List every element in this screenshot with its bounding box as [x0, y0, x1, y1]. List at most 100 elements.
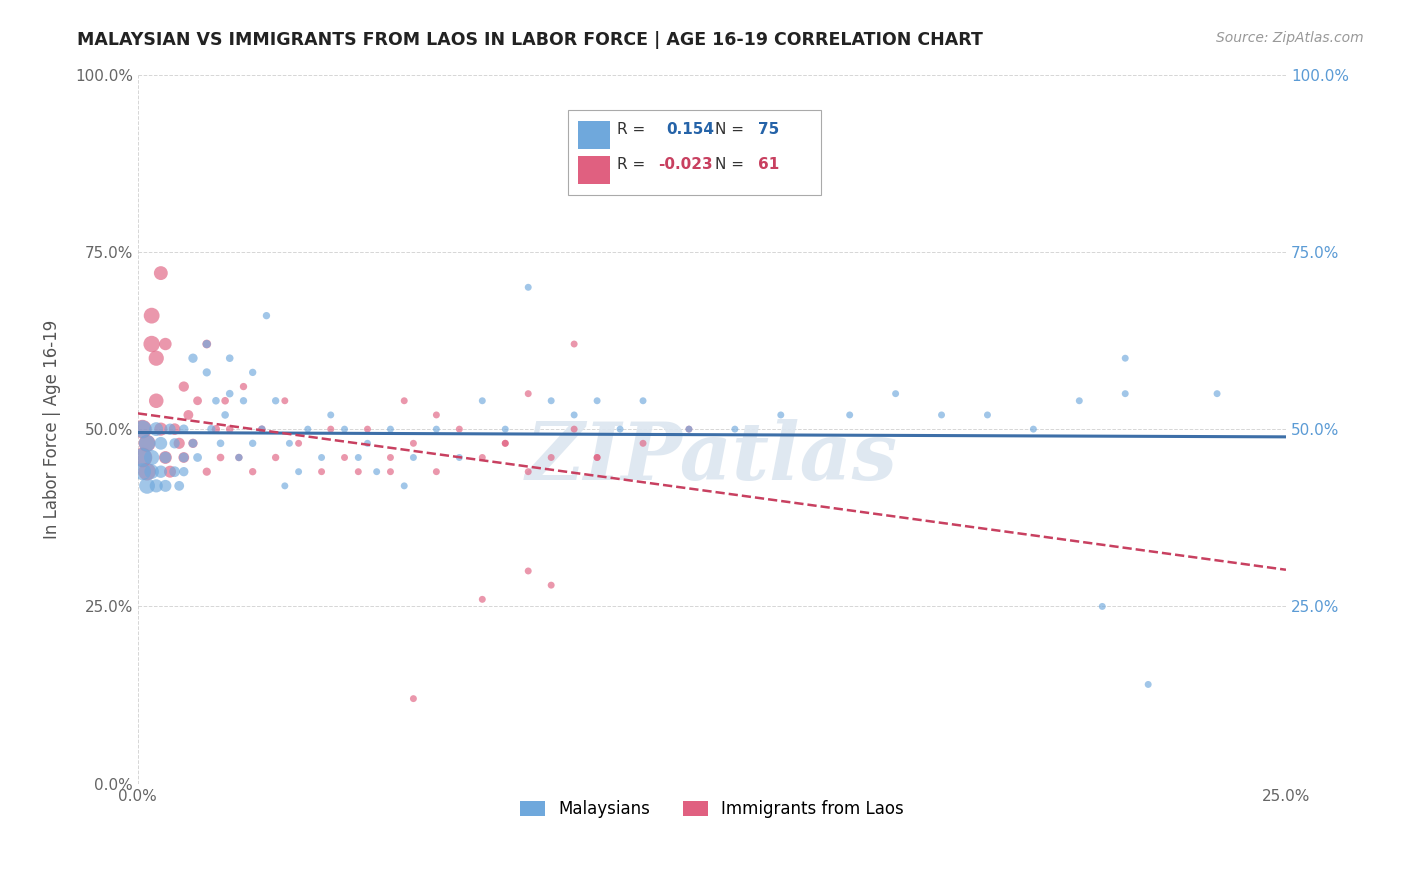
Point — [173, 450, 195, 465]
Point — [205, 393, 228, 408]
Point — [517, 564, 540, 578]
Point — [141, 465, 163, 479]
Point — [319, 408, 342, 422]
Point — [181, 436, 204, 450]
Point — [136, 479, 159, 493]
Point — [145, 422, 167, 436]
Point — [218, 351, 240, 366]
Point — [449, 450, 471, 465]
Point — [256, 309, 278, 323]
Point — [347, 465, 370, 479]
Bar — [578, 156, 610, 185]
Point — [131, 450, 153, 465]
Point — [228, 450, 250, 465]
Point — [1206, 386, 1229, 401]
Point — [173, 450, 195, 465]
Point — [159, 422, 181, 436]
Point — [195, 365, 218, 379]
Point — [471, 450, 494, 465]
Point — [402, 450, 425, 465]
Point — [1137, 677, 1160, 691]
Point — [394, 479, 416, 493]
Point — [131, 465, 153, 479]
Point — [173, 465, 195, 479]
Point — [167, 479, 190, 493]
Point — [145, 393, 167, 408]
Point — [278, 436, 301, 450]
Point — [394, 393, 416, 408]
Point — [232, 379, 254, 393]
Text: 75: 75 — [758, 122, 779, 137]
FancyBboxPatch shape — [568, 110, 821, 195]
Point — [155, 337, 177, 351]
Point — [177, 408, 200, 422]
Point — [155, 479, 177, 493]
Point — [187, 393, 209, 408]
Point — [540, 393, 562, 408]
Point — [214, 393, 236, 408]
Point — [149, 465, 172, 479]
Point — [356, 422, 378, 436]
Point — [209, 436, 232, 450]
Point — [159, 465, 181, 479]
Point — [209, 450, 232, 465]
Text: ZIPatlas: ZIPatlas — [526, 418, 898, 496]
Point — [425, 465, 447, 479]
Point — [218, 422, 240, 436]
Point — [366, 465, 388, 479]
Point — [678, 422, 700, 436]
Point — [141, 309, 163, 323]
Point — [136, 436, 159, 450]
Point — [264, 393, 287, 408]
Point — [163, 436, 186, 450]
Point — [471, 393, 494, 408]
Point — [609, 422, 631, 436]
Point — [838, 408, 860, 422]
Point — [586, 450, 609, 465]
Point — [586, 393, 609, 408]
Point — [141, 337, 163, 351]
Point — [141, 450, 163, 465]
Point — [187, 450, 209, 465]
Point — [380, 465, 402, 479]
Point — [311, 450, 333, 465]
Point — [724, 422, 747, 436]
Point — [347, 450, 370, 465]
Point — [242, 465, 264, 479]
Point — [976, 408, 998, 422]
Point — [200, 422, 222, 436]
Point — [287, 465, 309, 479]
Text: N =: N = — [716, 158, 744, 172]
Point — [181, 436, 204, 450]
Point — [145, 351, 167, 366]
Point — [425, 408, 447, 422]
Text: -0.023: -0.023 — [658, 158, 713, 172]
Point — [181, 351, 204, 366]
Point — [562, 422, 585, 436]
Point — [380, 422, 402, 436]
Point — [274, 479, 297, 493]
Point — [163, 422, 186, 436]
Point — [250, 422, 273, 436]
Point — [402, 436, 425, 450]
Point — [517, 465, 540, 479]
Point — [517, 280, 540, 294]
Text: 0.154: 0.154 — [666, 122, 714, 137]
Point — [678, 422, 700, 436]
Point — [494, 436, 516, 450]
Point — [297, 422, 319, 436]
Point — [1091, 599, 1114, 614]
Point — [149, 266, 172, 280]
Point — [471, 592, 494, 607]
Point — [769, 408, 792, 422]
Text: N =: N = — [716, 122, 744, 137]
Text: R =: R = — [617, 158, 645, 172]
Text: Source: ZipAtlas.com: Source: ZipAtlas.com — [1216, 31, 1364, 45]
Point — [402, 691, 425, 706]
Point — [562, 408, 585, 422]
Point — [163, 465, 186, 479]
Point — [425, 422, 447, 436]
Text: MALAYSIAN VS IMMIGRANTS FROM LAOS IN LABOR FORCE | AGE 16-19 CORRELATION CHART: MALAYSIAN VS IMMIGRANTS FROM LAOS IN LAB… — [77, 31, 983, 49]
Point — [195, 465, 218, 479]
Point — [333, 422, 356, 436]
